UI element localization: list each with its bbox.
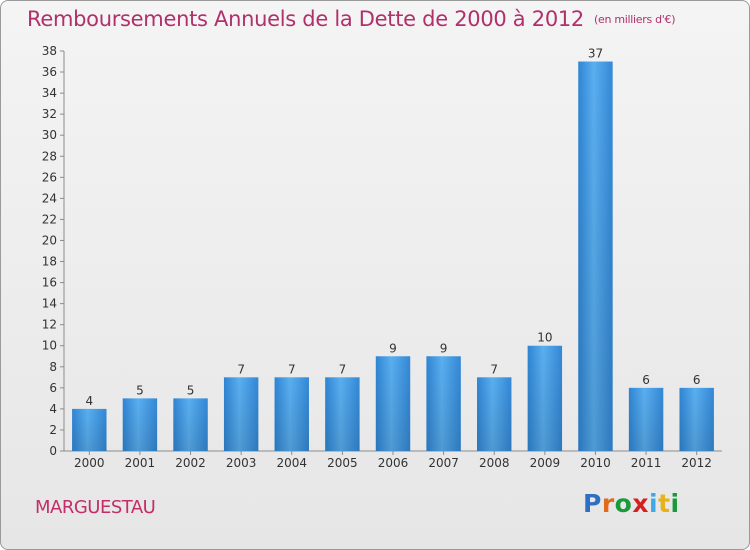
bar-shade [325, 377, 360, 451]
data-label: 6 [642, 373, 650, 387]
x-tick-label: 2012 [681, 456, 712, 470]
bar-shade [173, 398, 208, 451]
x-tick-label: 2001 [125, 456, 156, 470]
y-tick-label: 2 [49, 423, 57, 437]
x-tick-label: 2002 [175, 456, 206, 470]
x-tick-label: 2005 [327, 456, 358, 470]
chart-title: Remboursements Annuels de la Dette de 20… [27, 7, 675, 31]
y-tick-label: 10 [42, 339, 57, 353]
y-tick-label: 6 [49, 381, 57, 395]
y-tick-label: 34 [42, 86, 57, 100]
data-label: 4 [85, 394, 93, 408]
y-tick-label: 26 [42, 170, 57, 184]
x-tick-label: 2011 [631, 456, 662, 470]
bar-shade [72, 408, 107, 451]
data-label: 9 [440, 341, 448, 355]
x-tick-label: 2007 [428, 456, 459, 470]
y-tick-label: 36 [42, 65, 57, 79]
x-tick-label: 2004 [276, 456, 307, 470]
data-label: 37 [588, 47, 603, 61]
logo-letter: o [614, 489, 633, 518]
data-label: 5 [136, 383, 144, 397]
y-tick-label: 14 [42, 297, 57, 311]
x-tick-label: 2009 [530, 456, 561, 470]
y-tick-label: 28 [42, 149, 57, 163]
bar-shade [477, 377, 512, 451]
bar-shade [223, 377, 259, 451]
y-tick-label: 16 [42, 276, 57, 290]
data-label: 5 [187, 383, 195, 397]
y-tick-label: 12 [42, 318, 57, 332]
data-label: 7 [490, 362, 498, 376]
bar-shade [426, 356, 461, 451]
bar-shade [628, 387, 664, 451]
logo-letter: r [601, 489, 615, 518]
y-tick-label: 32 [42, 107, 57, 121]
logo-letter: i [649, 489, 659, 518]
y-tick-label: 30 [42, 128, 57, 142]
commune-name: MARGUESTAU [35, 497, 156, 518]
chart-title-text: Remboursements Annuels de la Dette de 20… [27, 7, 584, 31]
bar-shade [679, 387, 714, 451]
y-tick-label: 38 [42, 44, 57, 58]
bar-shade [375, 356, 411, 451]
y-tick-label: 24 [42, 191, 57, 205]
y-tick-label: 22 [42, 212, 57, 226]
data-labels: 4 5 5 7 7 7 9 9 7 10 37 6 6 [85, 47, 700, 408]
logo-letter: i [670, 489, 680, 518]
data-label: 7 [288, 362, 296, 376]
logo-letter: P [583, 489, 602, 518]
data-label: 9 [389, 341, 397, 355]
y-tick-label: 20 [42, 233, 57, 247]
bar-shade [122, 398, 158, 451]
y-tick-label: 8 [49, 360, 57, 374]
proxiti-logo: Proxiti [583, 489, 680, 518]
bar-shade [527, 345, 563, 451]
x-tick-label: 2003 [226, 456, 257, 470]
data-label: 6 [693, 373, 701, 387]
logo-letter: t [658, 489, 671, 518]
y-tick-label: 18 [42, 255, 57, 269]
chart-unit: (en milliers d'€) [594, 13, 676, 26]
bars [72, 61, 714, 452]
x-tick-label: 2000 [74, 456, 105, 470]
logo-letter: x [632, 489, 649, 518]
x-tick-label: 2008 [479, 456, 510, 470]
bar-shade [274, 377, 309, 451]
bar-shade [578, 61, 613, 452]
x-tick-label: 2010 [580, 456, 611, 470]
data-label: 7 [237, 362, 245, 376]
data-label: 10 [537, 331, 552, 345]
data-label: 7 [339, 362, 347, 376]
y-tick-label: 4 [49, 402, 57, 416]
y-tick-label: 0 [49, 444, 57, 458]
x-tick-label: 2006 [378, 456, 409, 470]
